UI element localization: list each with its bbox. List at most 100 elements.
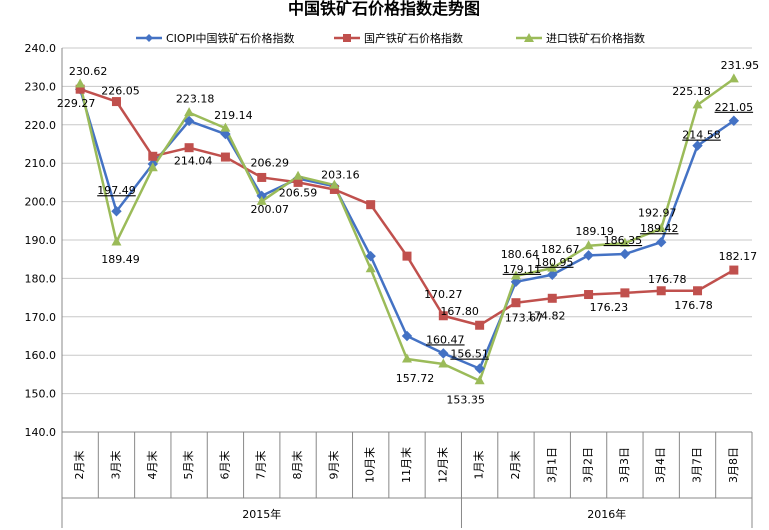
y-tick-label: 160.0: [25, 349, 57, 362]
point-marker: [692, 140, 703, 151]
data-label: 176.78: [674, 299, 713, 312]
point-marker: [475, 320, 485, 330]
point-marker: [474, 363, 485, 374]
year-label: 2015年: [242, 507, 281, 521]
category-label: 7月末: [254, 451, 268, 480]
point-marker: [729, 265, 739, 275]
category-label: 8月末: [290, 451, 304, 480]
category-label: 3月3日: [618, 447, 631, 483]
data-label: 182.17: [719, 250, 758, 263]
category-label: 1月末: [472, 451, 486, 480]
legend: CIOPI中国铁矿石价格指数 国产铁矿石价格指数 进口铁矿石价格指数: [136, 31, 645, 45]
data-label: 226.05: [101, 85, 140, 98]
y-tick-label: 210.0: [25, 157, 57, 170]
point-marker: [656, 223, 667, 233]
series-markers: [74, 73, 740, 385]
point-marker: [728, 115, 740, 126]
y-tick-label: 190.0: [25, 234, 57, 247]
point-marker: [256, 195, 267, 205]
data-label: 176.23: [590, 301, 629, 314]
legend-label: 国产铁矿石价格指数: [364, 31, 463, 45]
gridlines: [62, 47, 752, 433]
chart-title: 中国铁矿石价格指数走势图: [288, 0, 480, 18]
category-label: 11月末: [399, 447, 413, 483]
data-label: 214.58: [682, 129, 721, 142]
point-marker: [583, 250, 594, 261]
point-marker: [510, 276, 522, 288]
data-label: 200.07: [250, 203, 289, 216]
data-label: 180.64: [501, 248, 540, 261]
y-tick-label: 180.0: [25, 272, 57, 285]
point-marker: [147, 162, 158, 172]
data-label: 179.11: [503, 263, 542, 276]
point-marker: [656, 286, 666, 296]
point-marker: [619, 237, 630, 247]
point-marker: [474, 375, 485, 385]
data-label: 189.19: [575, 225, 614, 238]
data-label: 156.51: [450, 348, 489, 361]
category-label: 3月1日: [545, 447, 558, 483]
category-label: 3月末: [108, 451, 122, 480]
legend-marker: [524, 33, 534, 42]
point-marker: [438, 311, 448, 321]
point-marker: [257, 172, 267, 182]
point-marker: [366, 200, 376, 210]
point-marker: [510, 270, 521, 280]
y-axis-ticks: 140.0 150.0 160.0 170.0 180.0 190.0 200.0 210.0…: [25, 42, 57, 439]
data-label: 231.95: [721, 59, 760, 72]
category-label: 3月2日: [582, 447, 595, 483]
legend-marker: [343, 34, 351, 42]
point-marker: [365, 263, 376, 273]
point-marker: [728, 73, 739, 83]
data-label: 167.80: [440, 305, 479, 318]
data-label: 206.29: [250, 156, 289, 169]
y-tick-label: 170.0: [25, 311, 57, 324]
point-marker: [148, 151, 158, 161]
category-label: 5月末: [181, 451, 195, 480]
data-label: 192.97: [638, 207, 677, 220]
point-marker: [656, 237, 667, 248]
category-label: 12月末: [435, 447, 449, 483]
data-label: 189.49: [101, 253, 140, 266]
category-label: 10月末: [363, 447, 377, 483]
point-marker: [293, 170, 304, 180]
point-marker: [220, 128, 231, 140]
data-labels: 230.62 229.27 226.05 197.49 189.49 223.18 214.…: [57, 59, 759, 407]
y-tick-label: 240.0: [25, 42, 57, 55]
data-label: 170.27: [424, 288, 463, 301]
point-marker: [511, 298, 521, 308]
point-marker: [693, 286, 703, 296]
point-marker: [75, 84, 85, 94]
data-label: 203.16: [321, 168, 360, 181]
data-label: 182.67: [541, 243, 580, 256]
data-label: 230.62: [69, 65, 108, 78]
data-label: 157.72: [396, 372, 435, 385]
point-marker: [402, 251, 412, 261]
y-tick-label: 200.0: [25, 196, 57, 209]
point-marker: [692, 99, 703, 109]
point-marker: [584, 290, 594, 300]
category-label: 9月末: [326, 451, 340, 480]
category-label: 3月4日: [654, 447, 667, 483]
x-axis-year-groups: 2015年 2016年: [242, 507, 626, 521]
point-marker: [220, 152, 230, 162]
data-label: 160.47: [426, 333, 465, 346]
legend-marker: [145, 34, 153, 42]
y-tick-label: 230.0: [25, 80, 57, 93]
category-label: 4月末: [145, 451, 159, 480]
data-label: 173.67: [505, 312, 544, 325]
point-marker: [438, 348, 449, 359]
legend-label: CIOPI中国铁矿石价格指数: [166, 31, 294, 45]
point-marker: [619, 248, 631, 260]
point-marker: [547, 293, 557, 303]
point-marker: [583, 240, 594, 250]
data-label: 229.27: [57, 97, 96, 110]
data-label: 186.35: [604, 234, 643, 247]
data-label: 219.14: [214, 109, 253, 122]
point-marker: [111, 206, 122, 217]
y-tick-label: 150.0: [25, 388, 57, 401]
point-marker: [111, 236, 122, 246]
data-label: 197.49: [97, 184, 136, 197]
point-marker: [365, 250, 376, 262]
